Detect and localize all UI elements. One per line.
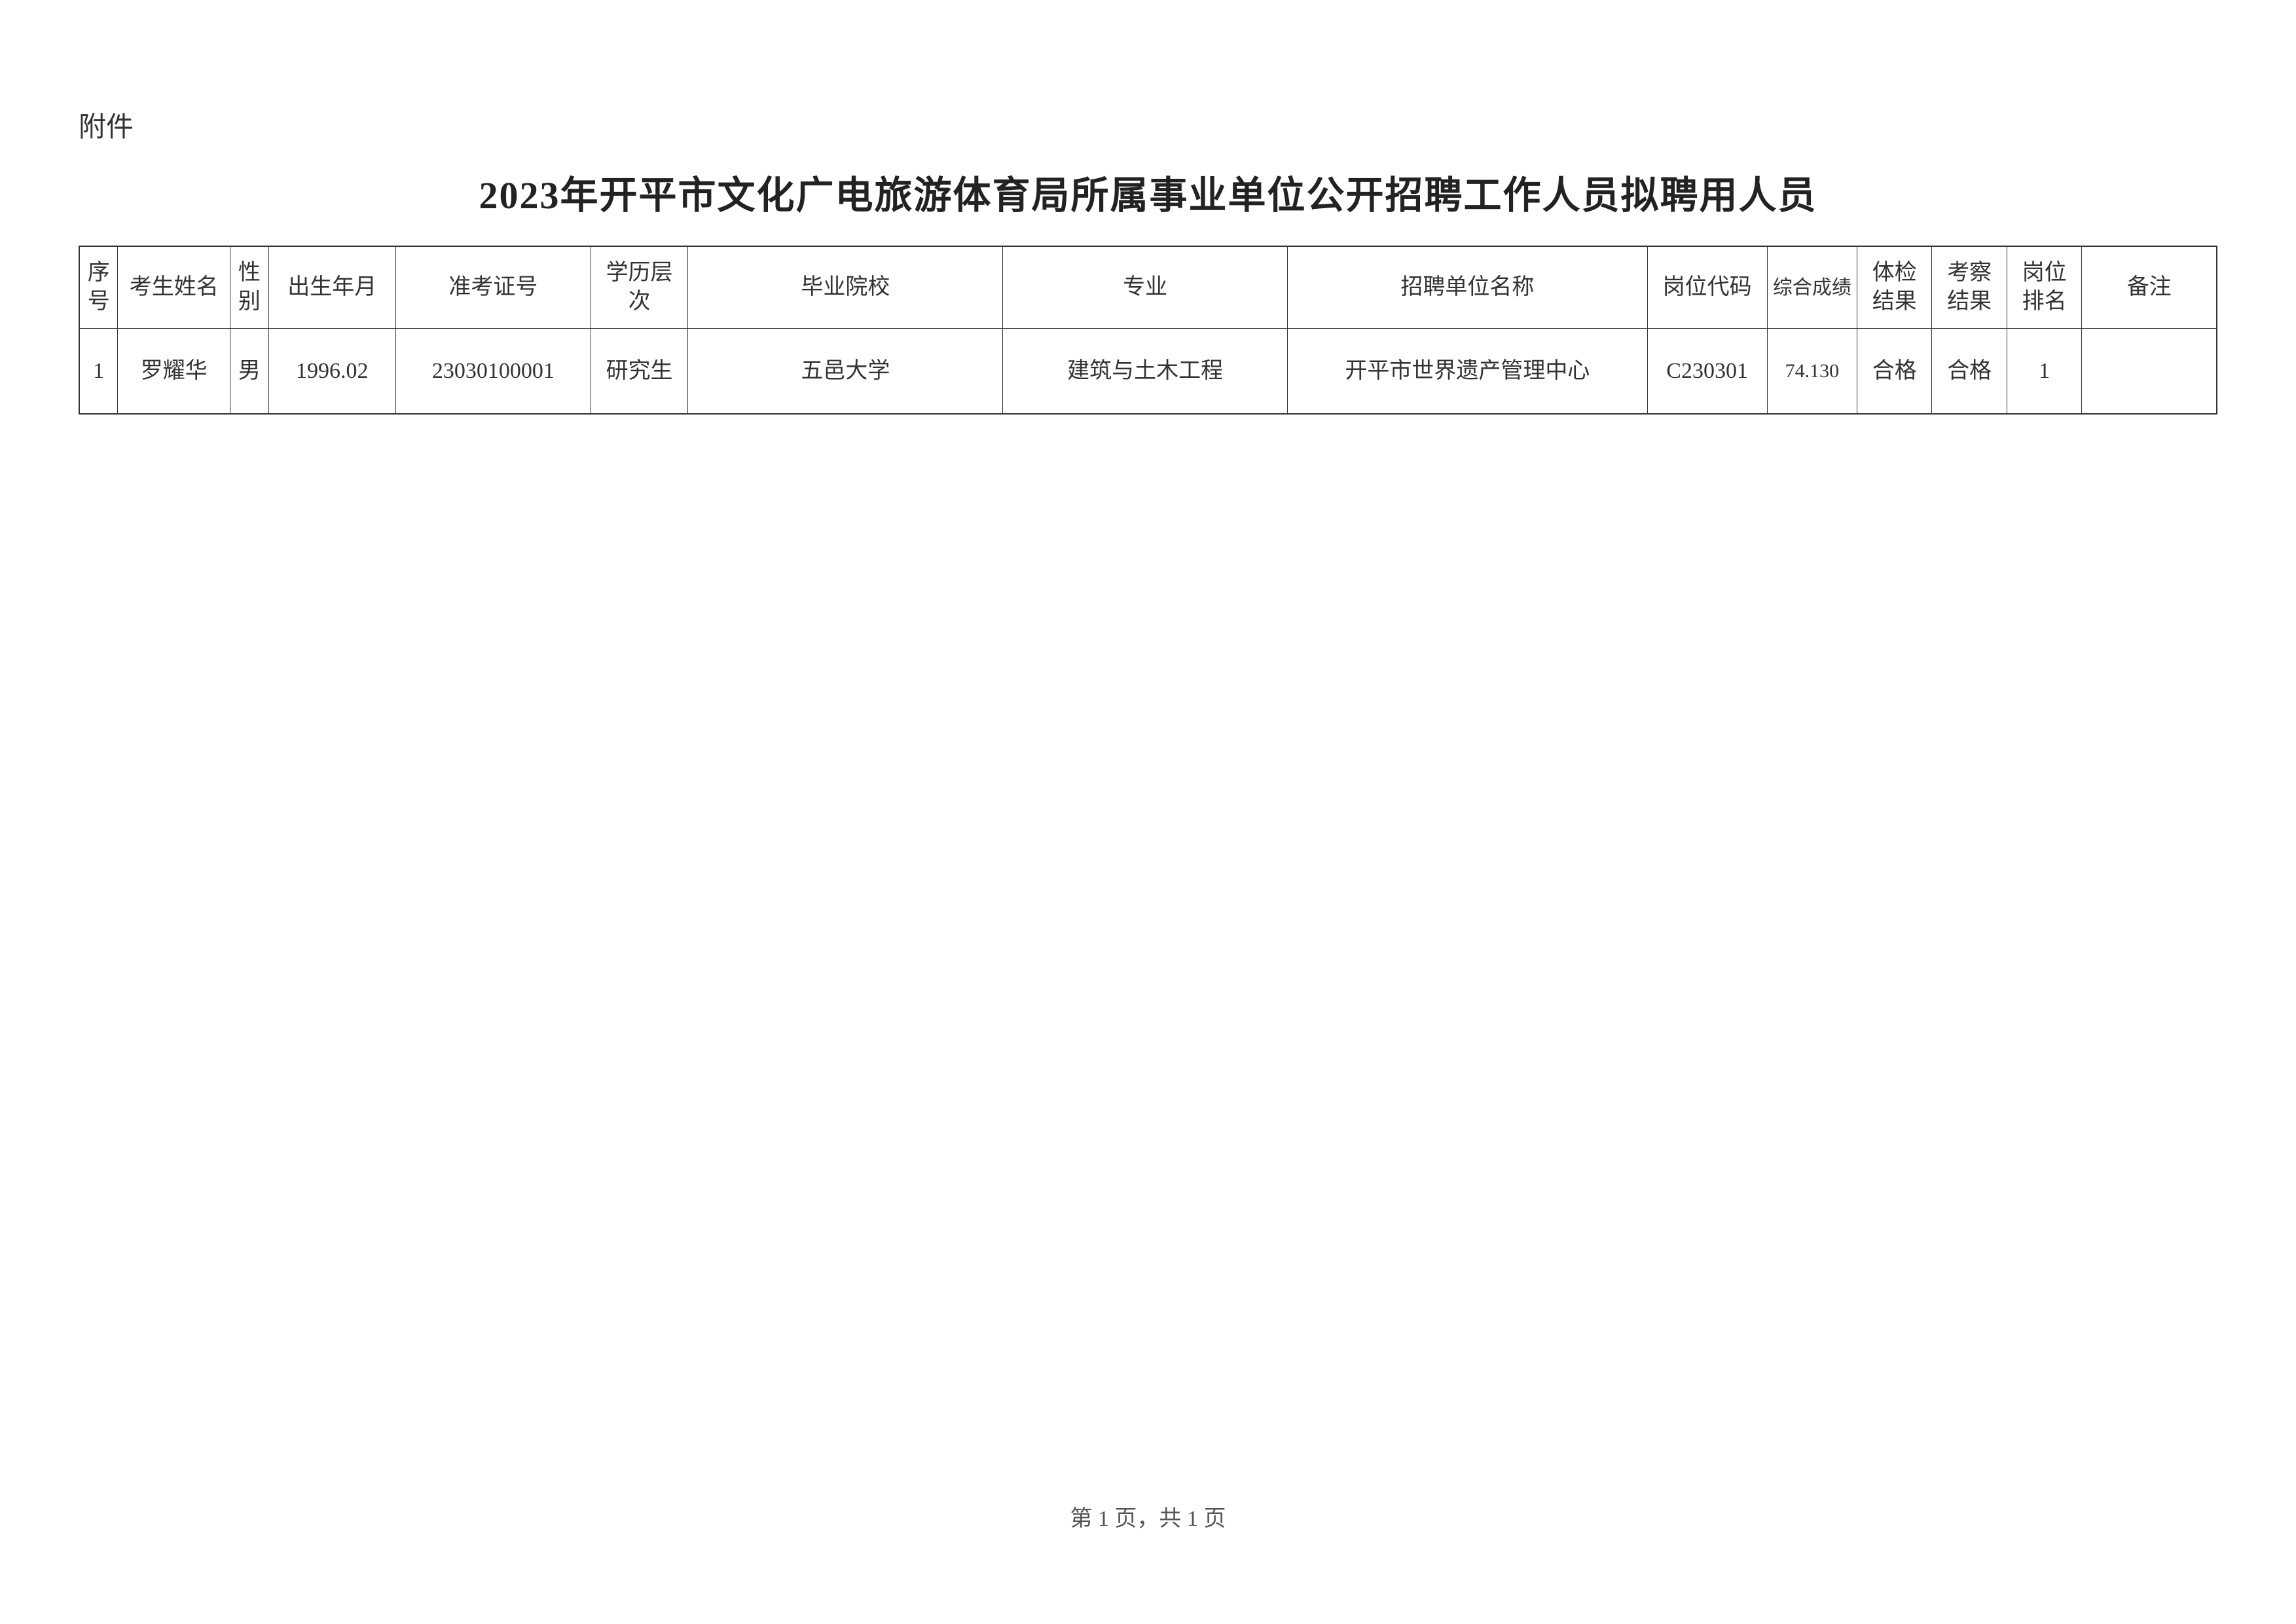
cell-physical: 合格 bbox=[1857, 329, 1932, 414]
col-header-score: 综合成绩 bbox=[1767, 246, 1857, 329]
cell-post-code: C230301 bbox=[1647, 329, 1767, 414]
col-header-physical: 体检结果 bbox=[1857, 246, 1932, 329]
cell-exam-no: 23030100001 bbox=[396, 329, 591, 414]
cell-unit: 开平市世界遗产管理中心 bbox=[1288, 329, 1647, 414]
header-row: 序号 考生姓名 性别 出生年月 准考证号 学历层次 毕业院校 专业 招聘单位名称… bbox=[79, 246, 2217, 329]
candidates-table: 序号 考生姓名 性别 出生年月 准考证号 学历层次 毕业院校 专业 招聘单位名称… bbox=[79, 246, 2217, 415]
document-title: 2023年开平市文化广电旅游体育局所属事业单位公开招聘工作人员拟聘用人员 bbox=[79, 164, 2217, 219]
col-header-school: 毕业院校 bbox=[688, 246, 1003, 329]
cell-birth: 1996.02 bbox=[268, 329, 396, 414]
cell-edu: 研究生 bbox=[591, 329, 688, 414]
col-header-edu: 学历层次 bbox=[591, 246, 688, 329]
col-header-major: 专业 bbox=[1003, 246, 1288, 329]
table-row: 1 罗耀华 男 1996.02 23030100001 研究生 五邑大学 建筑与… bbox=[79, 329, 2217, 414]
col-header-rank: 岗位排名 bbox=[2007, 246, 2081, 329]
cell-major: 建筑与土木工程 bbox=[1003, 329, 1288, 414]
cell-school: 五邑大学 bbox=[688, 329, 1003, 414]
col-header-remark: 备注 bbox=[2082, 246, 2217, 329]
col-header-seq: 序号 bbox=[79, 246, 118, 329]
cell-name: 罗耀华 bbox=[118, 329, 230, 414]
col-header-name: 考生姓名 bbox=[118, 246, 230, 329]
col-header-unit: 招聘单位名称 bbox=[1288, 246, 1647, 329]
page-container: 附件 2023年开平市文化广电旅游体育局所属事业单位公开招聘工作人员拟聘用人员 … bbox=[0, 0, 2296, 415]
col-header-inspect: 考察结果 bbox=[1932, 246, 2007, 329]
attachment-label: 附件 bbox=[79, 105, 2217, 145]
col-header-birth: 出生年月 bbox=[268, 246, 396, 329]
col-header-gender: 性别 bbox=[230, 246, 268, 329]
cell-seq: 1 bbox=[79, 329, 118, 414]
cell-score: 74.130 bbox=[1767, 329, 1857, 414]
page-footer: 第 1 页，共 1 页 bbox=[0, 1500, 2296, 1532]
col-header-post-code: 岗位代码 bbox=[1647, 246, 1767, 329]
table-header: 序号 考生姓名 性别 出生年月 准考证号 学历层次 毕业院校 专业 招聘单位名称… bbox=[79, 246, 2217, 329]
cell-rank: 1 bbox=[2007, 329, 2081, 414]
cell-inspect: 合格 bbox=[1932, 329, 2007, 414]
cell-remark bbox=[2082, 329, 2217, 414]
cell-gender: 男 bbox=[230, 329, 268, 414]
table-body: 1 罗耀华 男 1996.02 23030100001 研究生 五邑大学 建筑与… bbox=[79, 329, 2217, 414]
col-header-exam-no: 准考证号 bbox=[396, 246, 591, 329]
